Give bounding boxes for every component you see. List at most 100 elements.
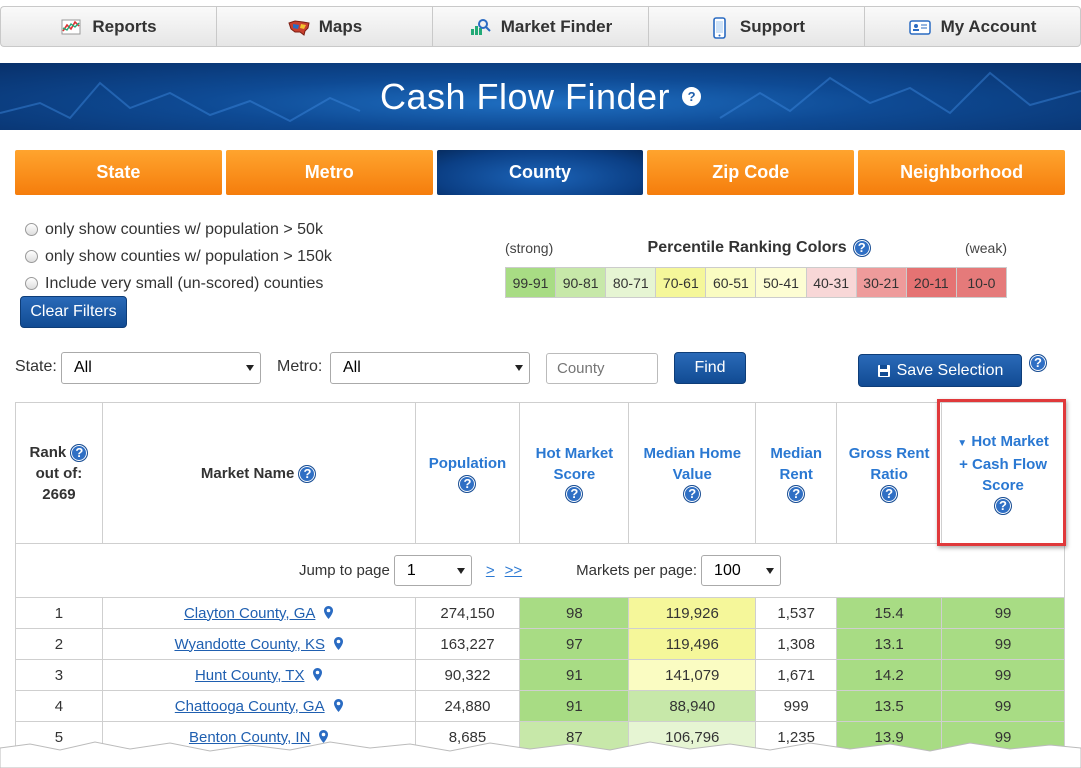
cash-flow-sort-link-line3[interactable]: Score	[982, 477, 1024, 495]
home-value-help-icon[interactable]: ?	[683, 485, 702, 504]
rent-sort-link-line2[interactable]: Rent	[779, 465, 813, 483]
radio-button[interactable]	[25, 223, 38, 236]
hot-market-cell: 98	[519, 597, 630, 629]
title-help-icon[interactable]: ?	[682, 87, 702, 106]
population-cell: 90,322	[414, 659, 521, 691]
population-cell: 274,150	[414, 597, 521, 629]
cash-flow-sort-link[interactable]: ▼ Hot Market	[942, 431, 1064, 454]
market-link[interactable]: Clayton County, GA	[183, 604, 316, 622]
population-header[interactable]: Population ?	[414, 402, 521, 544]
nav-my-account[interactable]: My Account	[864, 6, 1081, 47]
metro-select-value: All	[343, 359, 361, 376]
metro-select[interactable]: All	[330, 352, 530, 384]
grr-help-icon[interactable]: ?	[880, 485, 899, 504]
rank-help-icon[interactable]: ?	[70, 443, 89, 462]
jump-to-page-label: Jump to page	[298, 562, 390, 579]
legend-help-icon[interactable]: ?	[852, 239, 871, 257]
hot-market-sort-link-line2[interactable]: Score	[553, 465, 596, 483]
rent-sort-link[interactable]: Median	[770, 444, 823, 462]
tab-county[interactable]: County	[436, 150, 644, 195]
radio-button[interactable]	[25, 250, 38, 263]
county-search-input[interactable]	[546, 353, 658, 384]
clear-filters-button[interactable]: Clear Filters	[20, 296, 127, 328]
map-pin-icon[interactable]	[333, 698, 343, 712]
legend-bucket: 10-0	[956, 268, 1006, 297]
market-link[interactable]: Hunt County, TX	[194, 666, 305, 684]
nav-reports[interactable]: Reports	[0, 6, 216, 47]
legend-bucket: 80-71	[606, 268, 657, 297]
grr-sort-link[interactable]: Gross Rent	[848, 444, 930, 462]
tab-metro[interactable]: Metro	[225, 150, 433, 195]
filter-label: Include very small (un-scored) counties	[45, 274, 324, 292]
market-link[interactable]: Wyandotte County, KS	[174, 635, 325, 653]
gross-rent-ratio-cell: 15.4	[836, 597, 943, 629]
rank-cell: 3	[15, 659, 103, 691]
market-name-help-icon[interactable]: ?	[298, 464, 317, 483]
page-select[interactable]: 1	[393, 555, 472, 586]
geo-level-tabs: State Metro County Zip Code Neighborhood	[15, 150, 1065, 195]
hot-market-sort-link[interactable]: Hot Market	[535, 444, 614, 462]
legend-bucket: 70-61	[656, 268, 707, 297]
last-page-link[interactable]: >>	[504, 562, 523, 579]
save-help-icon[interactable]: ?	[1029, 354, 1047, 372]
rank-total: 2669	[42, 485, 76, 503]
table-row: 1 Clayton County, GA 274,150 98 119,926 1,537…	[15, 597, 1065, 629]
banner-chart-decoration	[0, 71, 1081, 123]
cash-flow-sort-link-line2[interactable]: + Cash Flow	[959, 456, 1047, 474]
legend-strong-label: (strong)	[505, 240, 554, 256]
rent-header[interactable]: Median Rent ?	[755, 402, 838, 544]
population-help-icon[interactable]: ?	[458, 474, 477, 493]
rank-header: Rank ? out of: 2669	[15, 402, 103, 544]
table-header-row: Rank ? out of: 2669 Market Name ? Popula…	[15, 402, 1065, 544]
home-value-sort-link[interactable]: Median Home	[643, 444, 742, 462]
hot-market-help-icon[interactable]: ?	[565, 485, 584, 504]
rank-cell: 4	[15, 690, 103, 722]
market-name-cell: Hunt County, TX	[101, 659, 416, 691]
map-pin-icon[interactable]	[333, 636, 343, 650]
table-row: 4 Chattooga County, GA 24,880 91 88,940 999 13…	[15, 690, 1065, 722]
gross-rent-ratio-header[interactable]: Gross Rent Ratio ?	[836, 402, 943, 544]
radio-button[interactable]	[25, 277, 38, 290]
find-button[interactable]: Find	[674, 352, 746, 384]
cash-flow-score-header[interactable]: ▼ Hot Market + Cash Flow Score ?	[941, 402, 1065, 544]
market-link[interactable]: Chattooga County, GA	[174, 697, 325, 715]
hot-market-header[interactable]: Hot Market Score ?	[519, 402, 630, 544]
population-filters: only show counties w/ population > 50k o…	[25, 216, 332, 297]
save-selection-label: Save Selection	[896, 361, 1004, 379]
map-pin-icon[interactable]	[324, 605, 334, 619]
tab-zip-code[interactable]: Zip Code	[647, 150, 855, 195]
nav-market-finder[interactable]: Market Finder	[432, 6, 648, 47]
filter-option[interactable]: only show counties w/ population > 50k	[25, 216, 332, 243]
per-page-select[interactable]: 100	[701, 555, 782, 586]
save-selection-button[interactable]: Save Selection	[858, 354, 1022, 387]
market-link[interactable]: Benton County, IN	[188, 728, 311, 746]
sort-desc-icon: ▼	[957, 438, 968, 450]
nav-maps-label: Maps	[318, 16, 363, 36]
legend-bucket: 30-21	[856, 268, 907, 297]
cash-flow-score-cell: 99	[941, 597, 1065, 629]
next-page-link[interactable]: >	[485, 562, 495, 579]
grr-sort-link-line2[interactable]: Ratio	[870, 465, 908, 483]
state-select[interactable]: All	[61, 352, 261, 384]
state-select-value: All	[74, 359, 92, 376]
market-name-cell: Wyandotte County, KS	[101, 628, 416, 660]
page-title: Cash Flow Finder	[379, 75, 671, 117]
map-pin-icon[interactable]	[313, 667, 323, 681]
home-value-header[interactable]: Median Home Value ?	[628, 402, 757, 544]
home-value-sort-link-line2[interactable]: Value	[672, 465, 712, 483]
tab-neighborhood[interactable]: Neighborhood	[858, 150, 1065, 195]
tab-state[interactable]: State	[15, 150, 222, 195]
filter-option[interactable]: only show counties w/ population > 150k	[25, 243, 332, 270]
nav-market-finder-label: Market Finder	[500, 16, 613, 36]
rent-help-icon[interactable]: ?	[787, 485, 806, 504]
gross-rent-ratio-cell: 13.1	[836, 628, 943, 660]
nav-support[interactable]: Support	[648, 6, 864, 47]
population-sort-link[interactable]: Population	[428, 455, 507, 473]
rank-header-sub: out of:	[35, 464, 83, 482]
cash-flow-help-icon[interactable]: ?	[994, 496, 1013, 515]
markets-per-page-label: Markets per page:	[576, 562, 698, 579]
map-pin-icon[interactable]	[319, 729, 329, 743]
filter-option[interactable]: Include very small (un-scored) counties	[25, 270, 332, 297]
market-name-header-label: Market Name	[200, 464, 295, 482]
nav-maps[interactable]: Maps	[216, 6, 432, 47]
